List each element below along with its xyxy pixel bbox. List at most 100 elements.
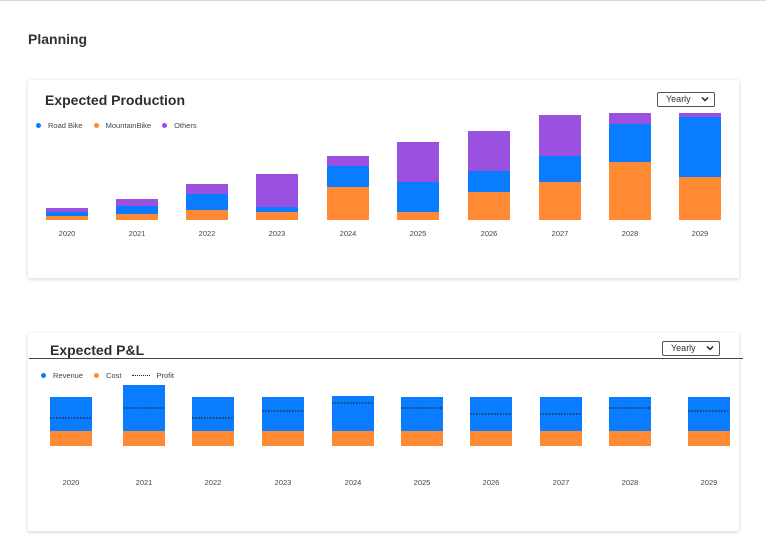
bar-mountainbike-2022 bbox=[186, 210, 228, 220]
pnl-period-value: Yearly bbox=[671, 343, 696, 353]
legend-swatch-profit bbox=[132, 375, 151, 376]
bar-cost-2023 bbox=[262, 431, 304, 446]
bar-road-bike-2024 bbox=[327, 166, 369, 187]
chevron-down-icon bbox=[701, 96, 709, 102]
bar-road-bike-2020 bbox=[46, 212, 88, 216]
legend-item-mountainbike: MountainBike bbox=[93, 121, 152, 130]
page-title: Planning bbox=[28, 31, 88, 47]
bar-cost-2029 bbox=[688, 431, 730, 446]
x-tick-label: 2027 bbox=[553, 478, 570, 487]
bar-road-bike-2026 bbox=[468, 171, 510, 192]
bar-others-2020 bbox=[46, 208, 88, 212]
x-tick-label: 2025 bbox=[414, 478, 431, 487]
x-tick-label: 2022 bbox=[199, 229, 216, 238]
legend-swatch-road-bike bbox=[36, 123, 41, 128]
bar-road-bike-2027 bbox=[539, 156, 581, 182]
bar-others-2028 bbox=[609, 113, 651, 124]
bar-others-2021 bbox=[116, 199, 158, 206]
legend-swatch-mountainbike bbox=[93, 123, 99, 128]
bar-cost-2027 bbox=[540, 431, 582, 446]
bar-mountainbike-2027 bbox=[539, 182, 581, 220]
x-tick-label: 2020 bbox=[63, 478, 80, 487]
x-tick-label: 2028 bbox=[622, 478, 639, 487]
production-title: Expected Production bbox=[45, 92, 186, 108]
bar-revenue-2025 bbox=[401, 397, 443, 431]
x-tick-label: 2023 bbox=[269, 229, 286, 238]
bar-cost-2026 bbox=[470, 431, 512, 446]
x-tick-label: 2022 bbox=[205, 478, 222, 487]
bar-mountainbike-2021 bbox=[116, 214, 158, 220]
bar-others-2024 bbox=[327, 156, 369, 166]
legend-label-profit: Profit bbox=[156, 371, 174, 380]
bar-others-2023 bbox=[256, 174, 298, 207]
legend-item-profit: Profit bbox=[132, 371, 174, 380]
x-tick-label: 2024 bbox=[340, 229, 357, 238]
x-tick-label: 2026 bbox=[483, 478, 500, 487]
bar-others-2026 bbox=[468, 131, 510, 171]
bar-road-bike-2028 bbox=[609, 124, 651, 162]
legend-label-others: Others bbox=[174, 121, 197, 130]
x-tick-label: 2024 bbox=[345, 478, 362, 487]
legend-label-revenue: Revenue bbox=[53, 371, 84, 380]
x-tick-label: 2023 bbox=[275, 478, 292, 487]
bar-revenue-2022 bbox=[192, 397, 234, 431]
bar-revenue-2029 bbox=[688, 397, 730, 431]
x-tick-label: 2027 bbox=[552, 229, 569, 238]
x-tick-label: 2029 bbox=[692, 229, 709, 238]
legend-item-road-bike: Road Bike bbox=[36, 121, 83, 130]
bar-cost-2020 bbox=[50, 431, 92, 446]
bar-cost-2024 bbox=[332, 431, 374, 446]
bar-mountainbike-2025 bbox=[397, 212, 439, 220]
bar-others-2029 bbox=[679, 113, 721, 117]
legend-swatch-cost bbox=[94, 373, 100, 378]
legend-label-mountainbike: MountainBike bbox=[105, 121, 152, 130]
legend-label-cost: Cost bbox=[106, 371, 122, 380]
bar-mountainbike-2029 bbox=[679, 177, 721, 220]
legend-swatch-revenue bbox=[41, 373, 46, 378]
legend-item-others: Others bbox=[162, 121, 197, 130]
production-period-select[interactable]: Yearly bbox=[657, 92, 715, 107]
bar-road-bike-2025 bbox=[397, 182, 439, 212]
legend-label-road-bike: Road Bike bbox=[48, 121, 83, 130]
production-period-value: Yearly bbox=[666, 94, 691, 104]
x-tick-label: 2029 bbox=[701, 478, 718, 487]
bar-cost-2028 bbox=[609, 431, 651, 446]
bar-cost-2021 bbox=[123, 431, 165, 446]
bar-others-2022 bbox=[186, 184, 228, 194]
bar-road-bike-2021 bbox=[116, 206, 158, 214]
pnl-header-divider bbox=[29, 358, 743, 359]
x-tick-label: 2021 bbox=[129, 229, 146, 238]
bar-cost-2025 bbox=[401, 431, 443, 446]
x-tick-label: 2020 bbox=[59, 229, 76, 238]
bar-mountainbike-2024 bbox=[327, 187, 369, 220]
bar-road-bike-2023 bbox=[256, 207, 298, 212]
legend-item-revenue: Revenue bbox=[41, 371, 83, 380]
x-tick-label: 2026 bbox=[481, 229, 498, 238]
bar-mountainbike-2020 bbox=[46, 216, 88, 220]
chevron-down-icon bbox=[706, 345, 714, 351]
bar-revenue-2020 bbox=[50, 397, 92, 431]
bar-revenue-2024 bbox=[332, 396, 374, 431]
pnl-period-select[interactable]: Yearly bbox=[662, 341, 720, 356]
bar-mountainbike-2026 bbox=[468, 192, 510, 220]
bar-revenue-2023 bbox=[262, 397, 304, 431]
bar-road-bike-2022 bbox=[186, 194, 228, 210]
bar-others-2027 bbox=[539, 115, 581, 156]
bar-mountainbike-2028 bbox=[609, 162, 651, 220]
x-tick-label: 2021 bbox=[136, 478, 153, 487]
bar-mountainbike-2023 bbox=[256, 212, 298, 220]
x-tick-label: 2025 bbox=[410, 229, 427, 238]
bar-road-bike-2029 bbox=[679, 117, 721, 177]
x-tick-label: 2028 bbox=[622, 229, 639, 238]
bar-revenue-2028 bbox=[609, 397, 651, 431]
top-border bbox=[0, 0, 766, 1]
pnl-title: Expected P&L bbox=[50, 342, 145, 358]
bar-cost-2022 bbox=[192, 431, 234, 446]
legend-item-cost: Cost bbox=[94, 371, 121, 380]
pnl-legend: Revenue Cost Profit bbox=[41, 371, 185, 380]
legend-swatch-others bbox=[162, 123, 168, 128]
production-legend: Road Bike MountainBike Others bbox=[36, 121, 208, 130]
bar-others-2025 bbox=[397, 142, 439, 182]
